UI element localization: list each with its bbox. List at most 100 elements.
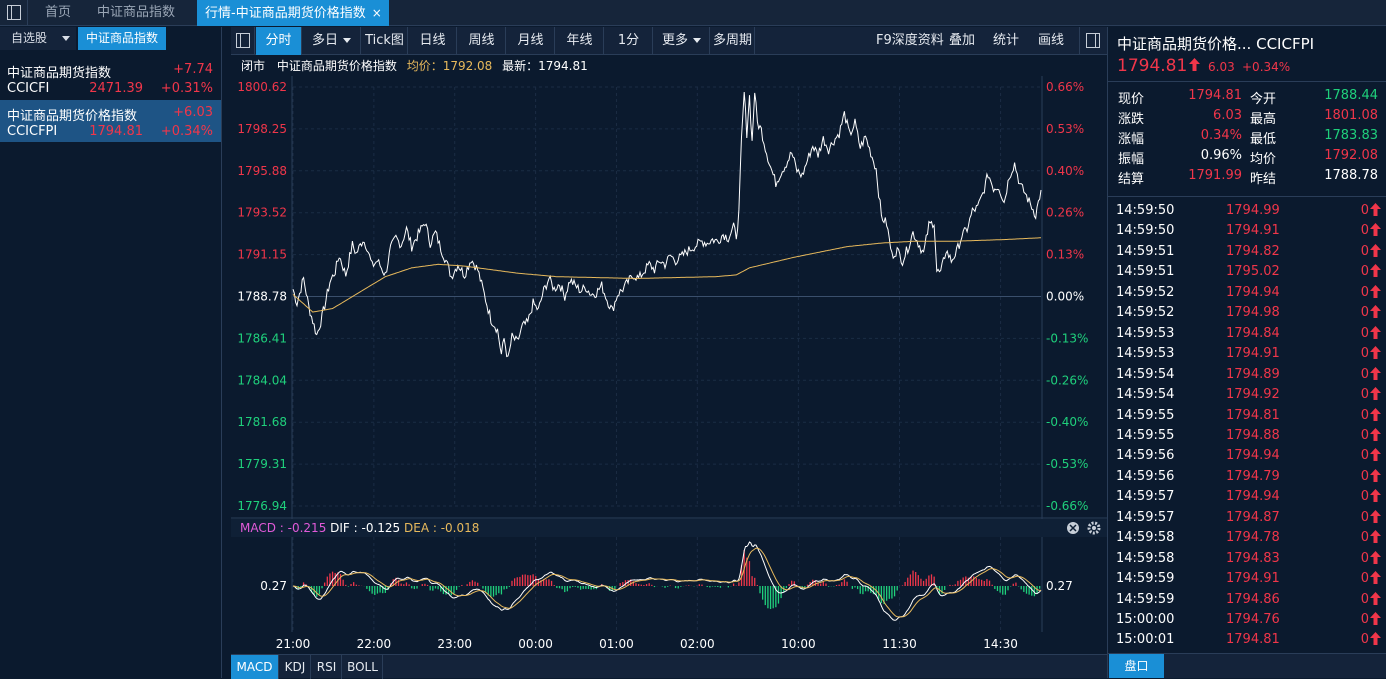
up-arrow-icon <box>1370 284 1381 298</box>
period-multiday-label: 多日 <box>311 33 338 48</box>
indicator-rsi-tab[interactable]: RSI <box>312 655 342 679</box>
tab-csi-commodity[interactable]: 中证商品指数 <box>82 0 195 26</box>
tick-row: 14:59:52 1794.98 0 <box>1108 305 1386 325</box>
period-week-button[interactable]: 周线 <box>458 27 506 55</box>
tick-volume-value: 0 <box>1360 203 1369 218</box>
tick-time: 14:59:56 <box>1116 448 1175 464</box>
time-tick-label: 22:00 <box>357 637 392 651</box>
indicator-boll-label: BOLL <box>347 660 378 674</box>
price-tick-label: 1788.78 <box>237 290 287 304</box>
tab-home-label: 首页 <box>45 5 72 20</box>
panel-toggle-icon[interactable] <box>231 27 255 55</box>
watchlist-item-pct: +0.31% <box>160 81 213 96</box>
watchlist-item[interactable]: 中证商品期货指数 +7.74 CCICFI 2471.39 +0.31% <box>0 57 221 99</box>
order-book-label: 盘口 <box>1124 659 1149 673</box>
tick-row: 14:59:54 1794.92 0 <box>1108 387 1386 407</box>
gear-icon[interactable] <box>1087 521 1101 535</box>
quote-label: 涨跌 <box>1118 112 1145 127</box>
indicator-macd-tab[interactable]: MACD <box>231 655 279 679</box>
up-arrow-icon <box>1370 325 1381 339</box>
f9-deep-data-button[interactable]: F9深度资料 <box>876 27 944 55</box>
tick-row: 14:59:55 1794.88 0 <box>1108 427 1386 448</box>
up-arrow-icon <box>1370 387 1381 401</box>
tick-volume: 0 <box>1360 325 1381 341</box>
chevron-down-icon <box>693 38 701 43</box>
indicator-boll-tab[interactable]: BOLL <box>343 655 383 679</box>
up-arrow-icon <box>1370 612 1381 625</box>
pct-tick-label: -0.26% <box>1046 373 1088 387</box>
quote-label: 振幅 <box>1118 152 1145 167</box>
quote-value: 1792.08 <box>1324 148 1378 163</box>
tick-row: 14:59:51 1795.02 0 <box>1108 264 1386 284</box>
tick-row: 14:59:50 1794.91 0 <box>1108 223 1386 243</box>
tick-volume: 0 <box>1361 407 1381 423</box>
tick-row: 14:59:54 1794.89 0 <box>1108 366 1386 387</box>
tab-csi-commodity-label: 中证商品指数 <box>97 5 176 20</box>
period-tick-button[interactable]: Tick图 <box>362 27 408 55</box>
time-tick-label: 21:00 <box>276 637 311 651</box>
tick-time: 14:59:51 <box>1116 264 1175 280</box>
quote-value: 1801.08 <box>1324 108 1378 123</box>
tick-row: 14:59:53 1794.91 0 <box>1108 346 1386 366</box>
statistics-button[interactable]: 统计 <box>993 27 1019 55</box>
divider <box>1108 196 1386 197</box>
order-book-button[interactable]: 盘口 <box>1109 654 1164 678</box>
close-indicator-cross <box>1069 524 1077 532</box>
tick-price: 1794.89 <box>1226 366 1280 382</box>
period-year-label: 年线 <box>566 33 593 48</box>
tick-volume-value: 0 <box>1360 325 1369 341</box>
quote-change: 6.03 <box>1208 60 1235 74</box>
dea-line <box>292 547 1041 618</box>
quote-label: 昨结 <box>1250 172 1277 187</box>
period-year-button[interactable]: 年线 <box>556 27 604 55</box>
tick-volume-value: 0 <box>1360 468 1369 484</box>
right-panel-toggle-icon[interactable] <box>1079 27 1107 55</box>
tab-home[interactable]: 首页 <box>30 0 96 26</box>
period-month-button[interactable]: 月线 <box>507 27 555 55</box>
close-tab-icon[interactable]: × <box>371 6 382 20</box>
up-arrow-icon <box>1189 58 1201 71</box>
tick-price: 1795.02 <box>1226 264 1280 280</box>
sidebar-toggle-icon[interactable] <box>0 0 28 26</box>
quote-price-value: 1794.81 <box>1117 56 1188 76</box>
avg-price-readout: 均价：1792.08 <box>406 59 493 73</box>
tick-price: 1794.81 <box>1226 632 1280 648</box>
tick-price: 1794.79 <box>1226 468 1280 484</box>
tick-time: 14:59:50 <box>1116 223 1175 239</box>
quote-panel: 中证商品期货价格... CCICFPI 1794.81 6.03 +0.34% … <box>1107 27 1386 678</box>
tick-time: 14:59:57 <box>1116 509 1175 525</box>
tick-volume-value: 0 <box>1360 571 1369 587</box>
tick-price: 1794.78 <box>1226 530 1280 546</box>
pct-tick-label: 0.40% <box>1046 164 1084 178</box>
time-tick-label: 00:00 <box>518 637 553 651</box>
multi-period-button[interactable]: 多周期 <box>711 27 755 55</box>
intraday-chart[interactable]: 1800.62 0.66% 1798.25 0.53% 1795.88 0.40% 1793… <box>231 76 1107 654</box>
tick-volume-value: 0 <box>1360 489 1369 505</box>
period-day-button[interactable]: 日线 <box>409 27 457 55</box>
indicator-kdj-tab[interactable]: KDJ <box>280 655 311 679</box>
tick-price: 1794.84 <box>1226 325 1280 341</box>
watchlist-item-selected[interactable]: 中证商品期货价格指数 +6.03 CCICFPI 1794.81 +0.34% <box>0 100 221 142</box>
market-status: 闭市 <box>241 59 266 73</box>
quote-panel-footer: 盘口 <box>1108 653 1386 678</box>
quote-label: 结算 <box>1118 172 1145 187</box>
tick-volume-value: 0 <box>1360 305 1369 321</box>
price-tick-label: 1798.25 <box>237 122 287 136</box>
overlay-button[interactable]: 叠加 <box>949 27 975 55</box>
period-1min-button[interactable]: 1分 <box>605 27 653 55</box>
up-arrow-icon <box>1370 203 1381 216</box>
tab-csi-group[interactable]: 中证商品指数 <box>78 27 166 50</box>
tick-row: 14:59:56 1794.94 0 <box>1108 448 1386 468</box>
period-more-button[interactable]: 更多 <box>654 27 710 55</box>
tab-self-selected[interactable]: 自选股 <box>0 27 76 50</box>
tick-time: 14:59:50 <box>1116 203 1175 218</box>
tab-quote-active[interactable]: 行情-中证商品期货价格指数 × <box>197 0 389 26</box>
quote-label: 现价 <box>1118 92 1145 107</box>
tick-volume: 0 <box>1361 612 1381 627</box>
period-intraday-button[interactable]: 分时 <box>256 27 302 55</box>
chevron-down-icon[interactable] <box>62 36 70 41</box>
period-multiday-button[interactable]: 多日 <box>303 27 361 55</box>
up-arrow-icon <box>1370 509 1381 523</box>
draw-line-button[interactable]: 画线 <box>1038 27 1064 55</box>
macd-axis-label: 0.27 <box>1046 579 1073 593</box>
